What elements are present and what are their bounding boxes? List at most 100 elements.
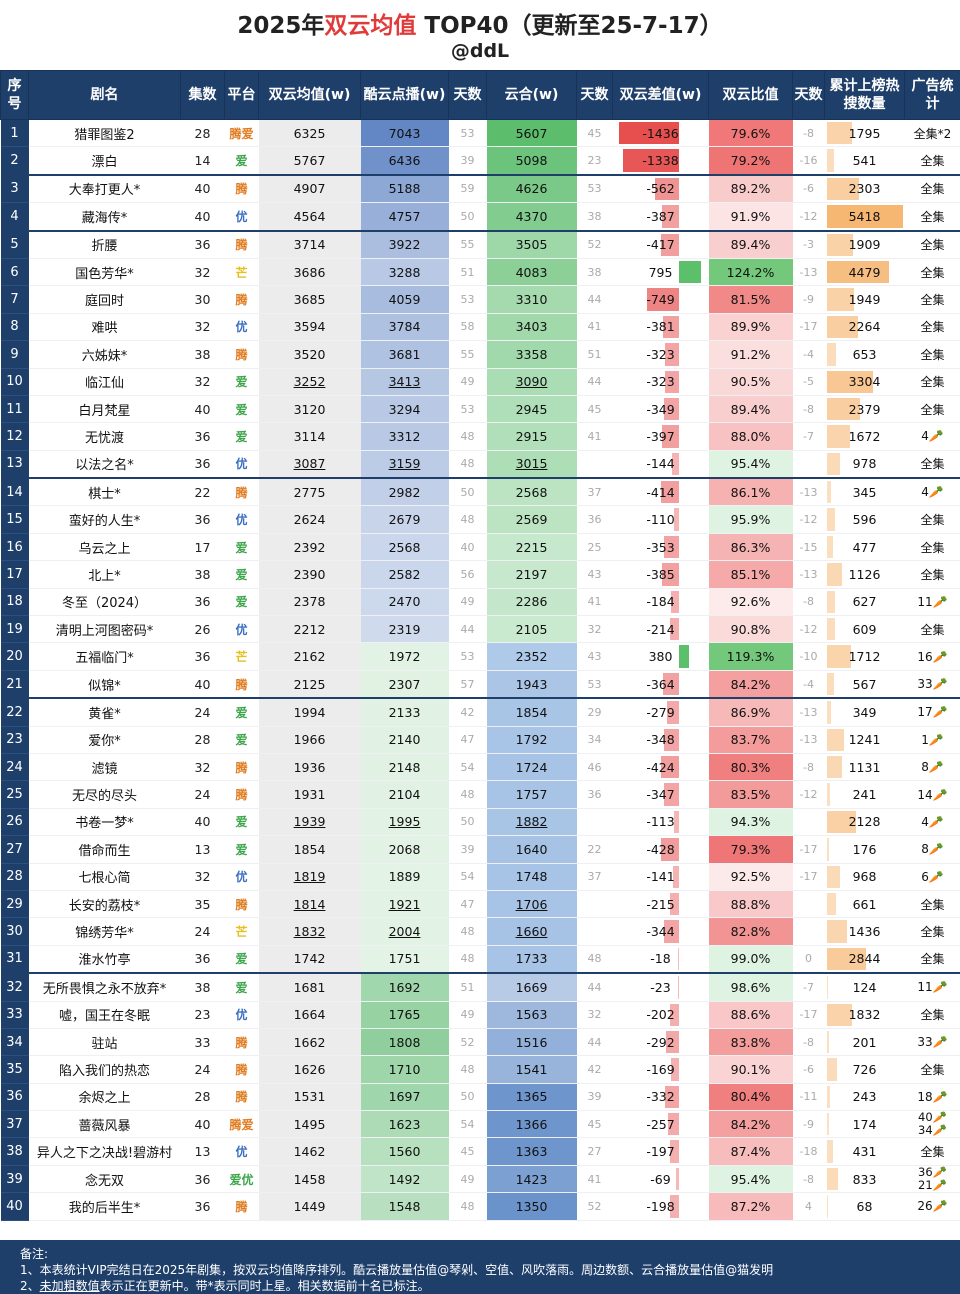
cell-ad: 全集 (904, 533, 960, 562)
cell-days2: 38 (576, 202, 613, 232)
cell-seq-value: 11 (6, 401, 23, 417)
cell-days3-value: -7 (803, 429, 814, 443)
cell-yunhe-value: 1733 (515, 951, 548, 967)
cell-diff-value: -18 (650, 951, 671, 967)
hot-bar (826, 1140, 833, 1163)
diff-bar (673, 810, 679, 834)
cell-hot-value: 2844 (848, 951, 881, 967)
cell-days3: -8 (792, 395, 825, 424)
cell-diff-value: -749 (646, 292, 675, 308)
cell-platform: 腾 (224, 1192, 259, 1221)
cell-seq-value: 3 (10, 181, 19, 197)
cell-diff-value: -323 (646, 374, 675, 390)
cell-platform-value: 爱 (235, 402, 248, 417)
cell-days3-value: -7 (803, 980, 814, 994)
table-row: 18 冬至（2024） 36 爱 2378 2470 49 2286 41 -184 92.6% -8… (0, 588, 960, 617)
cell-diff-value: -417 (646, 237, 675, 253)
cell-hot: 241 (824, 780, 905, 809)
cell-avg-value: 3594 (293, 319, 326, 335)
diff-bar (662, 315, 679, 339)
cell-seq-value: 16 (6, 539, 23, 555)
cell-seq-value: 20 (6, 649, 23, 665)
cell-days1-value: 54 (460, 760, 475, 774)
cell-seq: 38 (0, 1137, 29, 1166)
cell-yunhe-value: 1423 (515, 1171, 548, 1187)
cell-avg: 3114 (258, 422, 361, 451)
cell-name: 异人之下之决战!碧游村 (28, 1137, 181, 1166)
hot-bar (826, 315, 859, 339)
cell-diff-value: -110 (646, 512, 675, 528)
cell-yunhe: 2568 (486, 477, 577, 507)
hot-bar (826, 177, 859, 201)
diff-bar (675, 1167, 679, 1191)
cell-days1: 48 (448, 505, 487, 534)
cell-platform-value: 腾 (235, 182, 248, 197)
cell-days2: 39 (576, 1083, 613, 1112)
cell-episodes: 36 (180, 1192, 225, 1221)
cell-diff: -110 (612, 505, 709, 534)
cell-episodes: 40 (180, 395, 225, 424)
cell-days1: 54 (448, 1110, 487, 1139)
cell-hot-value: 1712 (848, 649, 881, 665)
cell-platform-value: 爱 (235, 429, 248, 444)
cell-avg-value: 1854 (293, 841, 326, 857)
cell-name-value: 长安的荔枝* (68, 898, 141, 914)
cell-days1-value: 48 (460, 513, 475, 527)
diff-bar (664, 920, 679, 943)
cell-days3: -8 (792, 1165, 825, 1194)
cell-days3 (792, 890, 825, 919)
cell-name-value: 我的后半生* (68, 1200, 141, 1216)
cell-platform: 优 (224, 202, 259, 232)
cell-ad-value: 14🥕 (917, 787, 948, 802)
cell-diff: -353 (612, 533, 709, 562)
hot-bar (826, 260, 890, 284)
cell-avg-value: 2624 (293, 512, 326, 528)
cell-ad-value: 6🥕 (921, 869, 944, 884)
cell-diff: -387 (612, 202, 709, 232)
cell-hot-value: 2379 (848, 401, 881, 417)
cell-diff: -113 (612, 808, 709, 837)
cell-hot: 541 (824, 146, 905, 176)
cell-days1: 53 (448, 395, 487, 424)
cell-seq-value: 26 (6, 814, 23, 830)
cell-ratio-value: 88.8% (730, 896, 771, 912)
cell-avg: 2390 (258, 560, 361, 589)
cell-days1-value: 54 (460, 870, 475, 884)
cell-youku: 1751 (360, 945, 449, 974)
cell-hot: 1672 (824, 422, 905, 451)
title-year: 2025年 (237, 13, 325, 39)
diff-bar (663, 535, 679, 559)
cell-diff-value: -279 (646, 704, 675, 720)
cell-hot: 609 (824, 615, 905, 644)
cell-ratio: 79.3% (708, 835, 793, 864)
cell-diff-value: 795 (648, 264, 673, 280)
cell-ad: 全集 (904, 1137, 960, 1166)
cell-name: 我的后半生* (28, 1192, 181, 1221)
cell-diff-value: -353 (646, 539, 675, 555)
diff-bar (661, 481, 679, 504)
cell-days3: -17 (792, 313, 825, 342)
cell-ad: 4🥕 (904, 422, 960, 451)
cell-platform: 优 (224, 1137, 259, 1166)
cell-youku-value: 4757 (388, 208, 421, 224)
cell-days3-value: -13 (799, 733, 818, 747)
cell-name: 无忧渡 (28, 422, 181, 451)
cell-platform: 爱 (224, 560, 259, 589)
cell-ratio: 95.4% (708, 1165, 793, 1194)
cell-avg: 1531 (258, 1083, 361, 1112)
cell-days2-value: 53 (587, 182, 602, 196)
cell-episodes-value: 17 (194, 539, 211, 555)
cell-name: 无尽的尽头 (28, 780, 181, 809)
cell-ad-value: 全集 (920, 1062, 945, 1077)
cell-yunhe: 3403 (486, 313, 577, 342)
cell-days3-value: -11 (799, 1090, 818, 1104)
cell-hot: 2128 (824, 808, 905, 837)
cell-diff-value: -184 (646, 594, 675, 610)
cell-days1-value: 48 (460, 1062, 475, 1076)
cell-episodes: 32 (180, 258, 225, 287)
cell-platform: 优 (224, 313, 259, 342)
cell-yunhe: 1350 (486, 1192, 577, 1221)
cell-yunhe: 1541 (486, 1055, 577, 1084)
cell-diff-value: -349 (646, 401, 675, 417)
cell-hot-value: 1949 (848, 292, 881, 308)
